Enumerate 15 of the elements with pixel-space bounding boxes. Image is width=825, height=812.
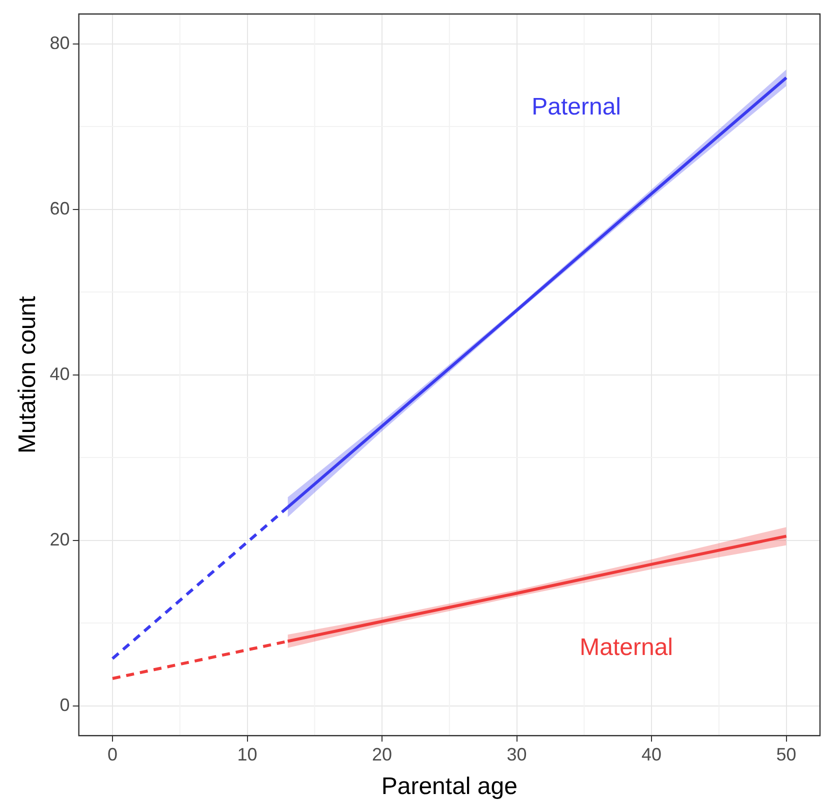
text: Paternal	[532, 93, 622, 120]
y-tick-label: 40	[50, 364, 70, 384]
x-tick-label: 50	[776, 744, 796, 764]
x-tick-label: 30	[506, 744, 527, 764]
x-tick-label: 10	[237, 744, 258, 764]
y-axis-title: Mutation count	[14, 296, 42, 454]
x-axis-title: Parental age	[381, 773, 518, 800]
x-tick-label: 40	[642, 744, 662, 764]
x-tick-label: 20	[372, 744, 392, 764]
y-tick-label: 80	[50, 32, 70, 53]
x-tick-label: 0	[108, 744, 118, 764]
y-tick-label: 60	[50, 198, 70, 218]
text: Maternal	[580, 634, 673, 661]
y-tick-label: 0	[60, 694, 70, 715]
y-tick-label: 20	[50, 529, 70, 550]
